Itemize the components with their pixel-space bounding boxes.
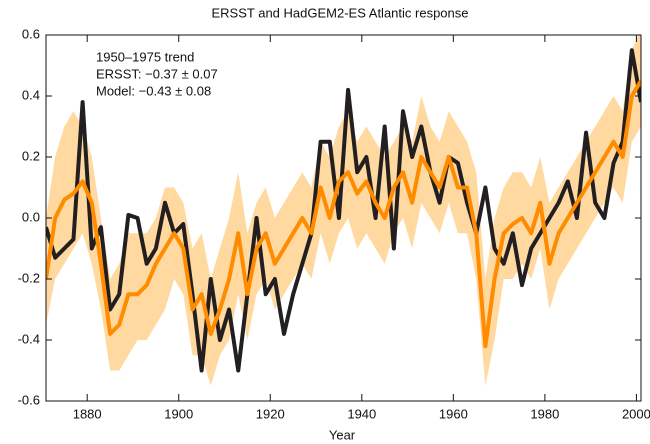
x-tick-label: 1880 [73,406,102,421]
y-tick-label: 0.0 [22,209,40,224]
y-tick-label: -0.2 [18,270,40,285]
annotation: Model: −0.43 ± 0.08 [96,83,211,98]
y-tick-label: 0.2 [22,148,40,163]
x-tick-label: 1900 [164,406,193,421]
y-tick-label: 0.4 [22,87,40,102]
spread-band [46,35,641,386]
y-tick-label: 0.6 [22,26,40,41]
x-tick-label: 1960 [439,406,468,421]
y-tick-label: -0.6 [18,392,40,407]
x-tick-label: 1940 [347,406,376,421]
x-tick-label: 1980 [530,406,559,421]
x-axis-label: Year [329,427,356,442]
annotation: 1950–1975 trend [96,49,194,64]
chart-title: ERSST and HadGEM2-ES Atlantic response [212,5,469,20]
annotation: ERSST: −0.37 ± 0.07 [96,66,218,81]
series-line [46,48,641,373]
x-tick-label: 2000 [622,406,650,421]
x-tick-label: 1920 [256,406,285,421]
y-tick-label: -0.4 [18,331,40,346]
series-line [46,79,641,349]
